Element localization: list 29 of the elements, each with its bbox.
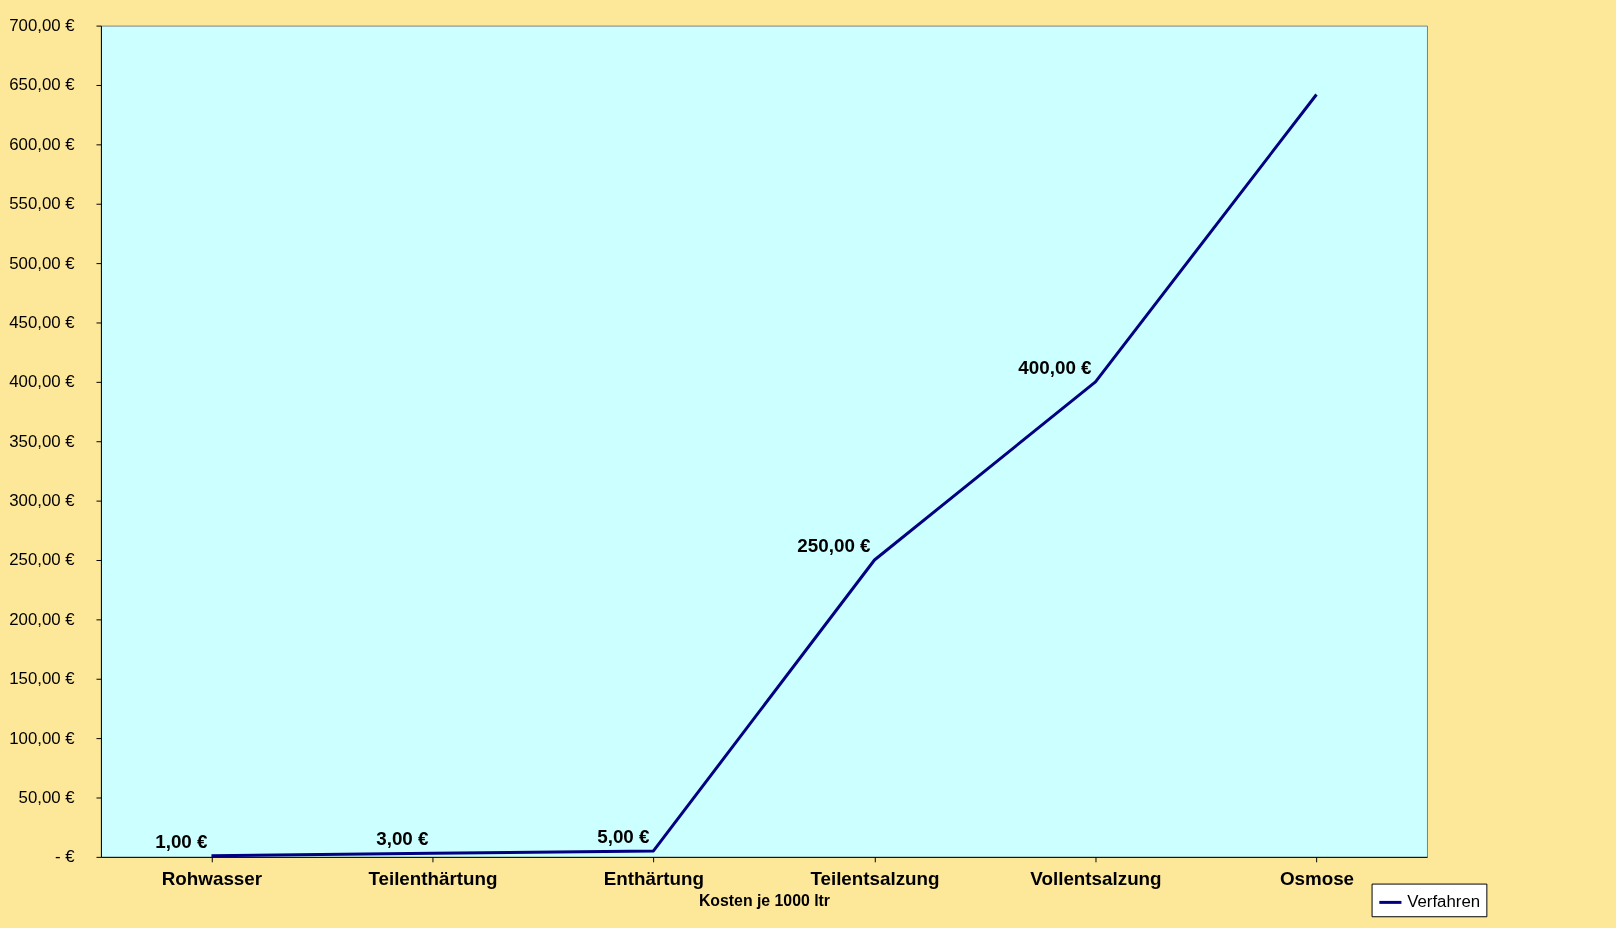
y-tick-label: 500,00 € [9,253,76,273]
data-label: 5,00 € [597,826,651,848]
x-tick-label: Enthärtung [603,868,705,890]
y-tick-label: 400,00 € [9,372,76,392]
x-tick-label: Vollentsalzung [1030,868,1162,890]
data-label: 1,00 € [155,830,209,852]
y-tick-label: 300,00 € [9,491,76,511]
line-series [209,93,1318,858]
y-tick-label: 150,00 € [9,669,76,689]
y-tick-label: 350,00 € [9,431,76,451]
data-label: 250,00 € [797,535,872,557]
legend-label: Verfahren [1407,892,1481,912]
x-tick-label: Teilenthärtung [368,868,498,890]
x-tick-label: Osmose [1279,868,1355,890]
y-tick-label: 550,00 € [9,194,76,214]
y-tick-label: - € [55,847,76,867]
y-tick-label: 650,00 € [9,75,76,95]
x-tick-label: Teilentsalzung [810,868,940,890]
y-tick-label: 250,00 € [9,550,76,570]
y-tick-label: 50,00 € [18,787,76,807]
y-tick-label: 100,00 € [9,728,76,748]
y-tick-label: 600,00 € [9,134,76,154]
x-axis-title: Kosten je 1000 ltr [698,891,830,909]
data-label: 3,00 € [376,828,430,850]
y-tick-label: 700,00 € [9,16,76,36]
data-label: 400,00 € [1018,356,1093,378]
y-tick-label: 450,00 € [9,312,76,332]
y-tick-label: 200,00 € [9,609,76,629]
x-tick-label: Rohwasser [161,868,263,890]
